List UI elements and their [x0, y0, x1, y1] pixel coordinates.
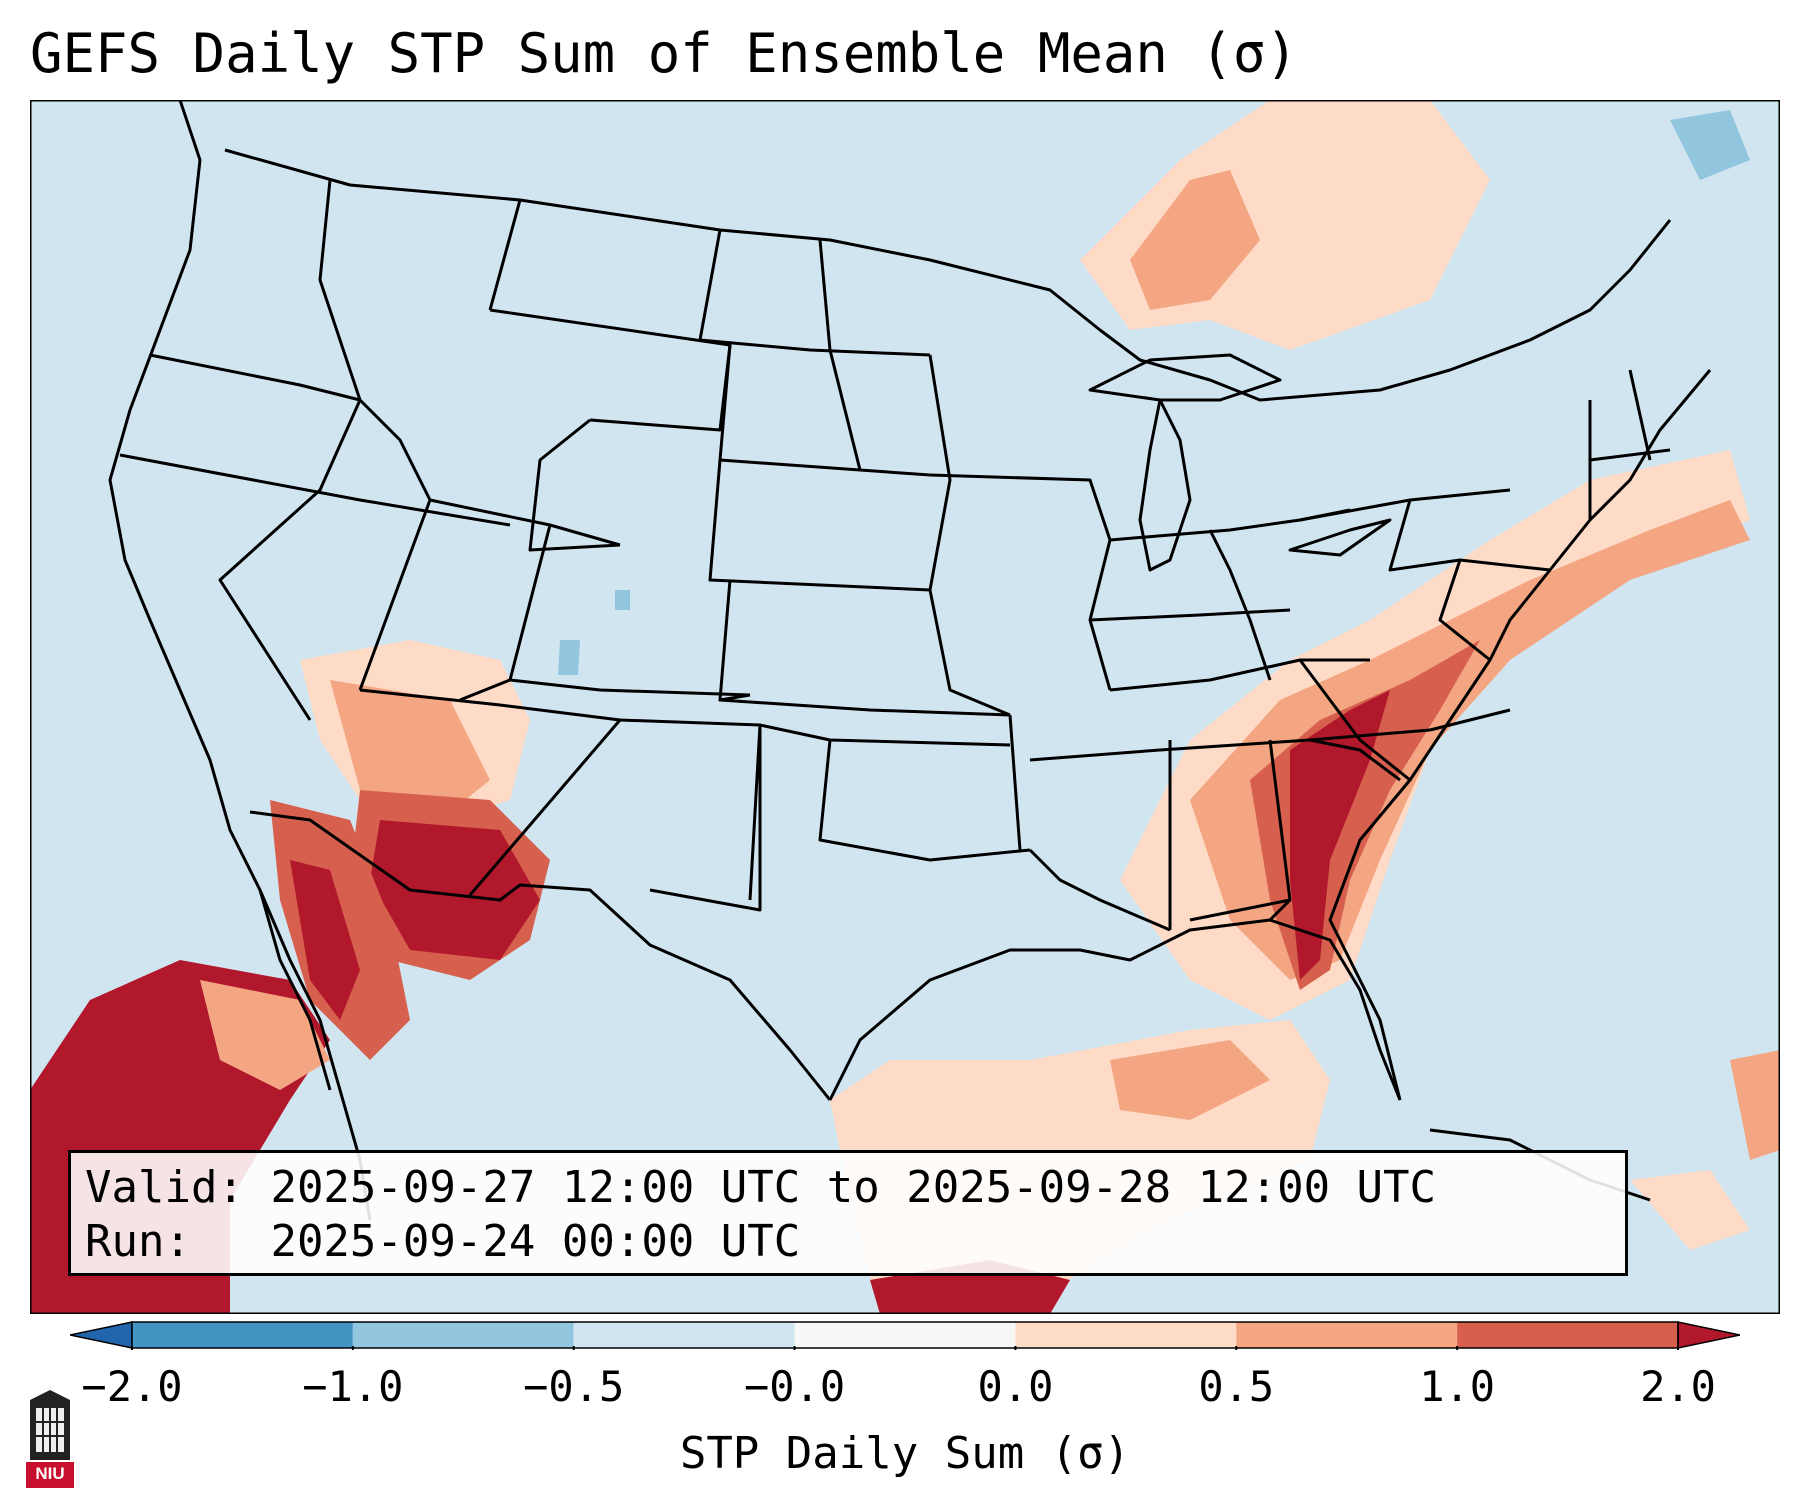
colorbar-segment [1236, 1322, 1458, 1348]
colorbar-segment [1015, 1322, 1237, 1348]
stp-anomaly-region [1630, 1170, 1750, 1250]
stp-anomaly-region [615, 590, 630, 610]
colorbar-tick-label: 0.5 [1198, 1362, 1275, 1411]
run-label: Run: [85, 1216, 191, 1267]
stp-anomaly-region [1670, 110, 1750, 180]
colorbar [70, 1320, 1740, 1350]
niu-logo-text: NIU [35, 1464, 65, 1483]
stp-anomaly-region [330, 680, 490, 820]
chart-title: GEFS Daily STP Sum of Ensemble Mean (σ) [30, 22, 1298, 85]
colorbar-tick-label: −0.0 [743, 1362, 846, 1411]
colorbar-tick-label: −0.5 [523, 1362, 625, 1411]
stp-anomaly-region [1730, 1050, 1780, 1160]
colorbar-segment [1457, 1322, 1678, 1348]
colorbar-tick-label: −1.0 [302, 1362, 404, 1411]
stp-anomaly-region [290, 860, 360, 1020]
lake-michigan [1138, 398, 1192, 572]
baja-california [258, 889, 332, 1091]
west-coastline [108, 100, 372, 1221]
colorbar-segment [794, 1322, 1016, 1348]
niu-logo: NIU [22, 1390, 78, 1490]
colorbar-tick-label: 1.0 [1419, 1362, 1496, 1411]
gulf-coastline [828, 918, 1402, 1101]
colorbar-segment [573, 1322, 795, 1348]
stp-anomaly-region [558, 640, 580, 675]
colorbar-outline [131, 1321, 1679, 1349]
stp-anomaly-region [1290, 690, 1390, 980]
colorbar-tick-label: 2.0 [1640, 1362, 1716, 1411]
colorbar-tick-label: −2.0 [81, 1362, 183, 1411]
lake-erie [1288, 518, 1392, 557]
valid-value: 2025-09-27 12:00 UTC to 2025-09-28 12:00… [270, 1162, 1437, 1213]
colorbar-extend-low [70, 1321, 133, 1349]
colorbar-tick-label: 0.0 [977, 1362, 1054, 1411]
colorbar-segment [132, 1322, 353, 1348]
colorbar-segment [352, 1322, 574, 1348]
colorbar-svg [70, 1321, 1740, 1350]
map-panel [30, 100, 1780, 1314]
mexico-border [249, 810, 832, 1101]
map-svg [30, 100, 1780, 1314]
stp-anomaly-region [1110, 1040, 1270, 1120]
niu-logo-icon [26, 1390, 74, 1488]
lake-superior [1088, 353, 1282, 402]
canada-border [224, 148, 1672, 402]
stp-anomaly-region [1130, 170, 1260, 310]
colorbar-label: STP Daily Sum (σ) [679, 1428, 1131, 1479]
run-value: 2025-09-24 00:00 UTC [270, 1216, 801, 1267]
colorbar-extend-high [1677, 1321, 1740, 1349]
stp-anomaly-region [370, 820, 540, 960]
state-borders [108, 100, 1712, 1221]
valid-run-info-box: Valid: 2025-09-27 12:00 UTC to 2025-09-2… [68, 1150, 1628, 1276]
valid-label: Valid: [85, 1162, 244, 1213]
stp-anomaly-region [200, 980, 330, 1090]
